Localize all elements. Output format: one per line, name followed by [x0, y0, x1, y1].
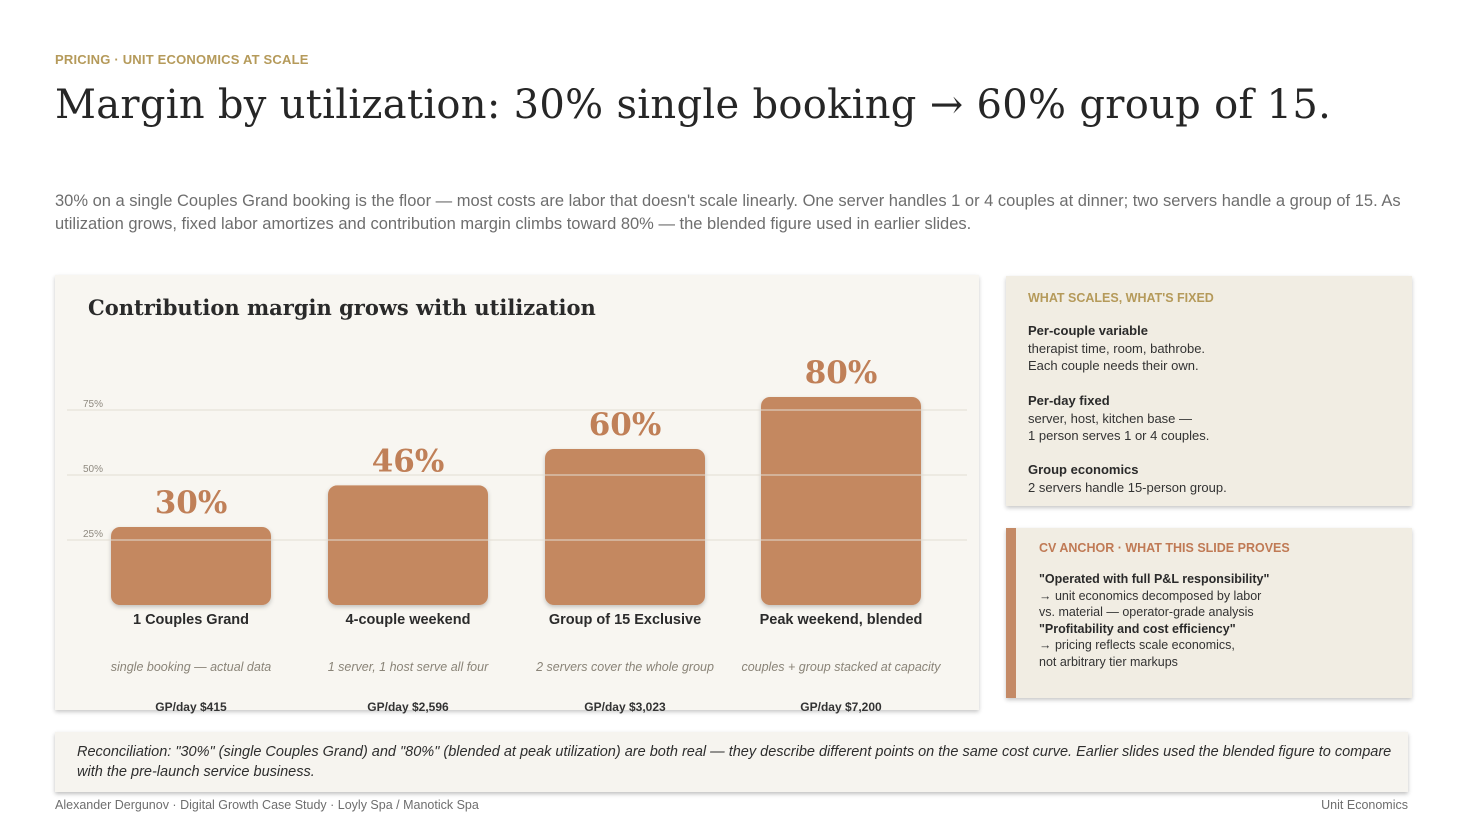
reconciliation-text: Reconciliation: "30%" (single Couples Gr… — [77, 744, 1392, 780]
block-line: Each couple needs their own. — [1028, 358, 1199, 373]
bar-gp-per-day: GP/day $415 — [155, 700, 227, 714]
bar-subtitle: single booking — actual data — [110, 660, 272, 674]
chart-title: Contribution margin grows with utilizati… — [88, 295, 596, 320]
block-title: Group economics — [1028, 462, 1139, 477]
anchor-quote: "Profitability and cost efficiency" — [1039, 621, 1236, 636]
y-tick-label: 25% — [83, 529, 103, 540]
reconciliation-note: Reconciliation: "30%" (single Couples Gr… — [55, 732, 1408, 792]
bar-category-label: Peak weekend, blended — [759, 612, 923, 628]
bar-value-label: 46% — [372, 443, 445, 479]
bar-value-label: 60% — [589, 407, 662, 443]
bar-value-label: 30% — [155, 485, 228, 521]
bar-subtitle: 2 servers cover the whole group — [536, 660, 714, 674]
per-day-fixed-block: Per-day fixed server, host, kitchen base… — [1028, 392, 1209, 445]
anchor-line: → pricing reflects scale economics, — [1039, 638, 1235, 653]
page-lede: 30% on a single Couples Grand booking is… — [55, 192, 1401, 233]
anchor-line: vs. material — operator-grade analysis — [1039, 605, 1254, 620]
bar-1 — [111, 527, 271, 605]
scales-fixed-card: WHAT SCALES, WHAT'S FIXED Per-couple var… — [1006, 276, 1412, 506]
anchor-quote: "Operated with full P&L responsibility" — [1039, 572, 1270, 586]
group-economics-block: Group economics 2 servers handle 15-pers… — [1028, 461, 1227, 496]
accent-bar — [1006, 528, 1016, 698]
bar-subtitle: 1 server, 1 host serve all four — [327, 660, 489, 674]
bar-category-label: 1 Couples Grand — [132, 612, 250, 628]
section-kicker: PRICING · UNIT ECONOMICS AT SCALE — [55, 52, 309, 67]
footer-section: Unit Economics — [1321, 798, 1408, 812]
anchor-line: → unit economics decomposed by labor — [1039, 588, 1262, 603]
bar-value-label: 80% — [805, 355, 878, 391]
block-line: 1 person serves 1 or 4 couples. — [1028, 428, 1210, 443]
y-tick-label: 50% — [83, 464, 103, 475]
block-line: 2 servers handle 15-person group. — [1028, 479, 1227, 495]
bar-2 — [328, 485, 488, 605]
bar-3 — [545, 449, 705, 605]
block-line: server, host, kitchen base — — [1028, 410, 1193, 426]
scales-fixed-heading: WHAT SCALES, WHAT'S FIXED — [1028, 291, 1214, 305]
bar-gp-per-day: GP/day $2,596 — [367, 700, 449, 714]
page-title: Margin by utilization: 30% single bookin… — [55, 82, 1332, 128]
bar-chart: 30% 46% 60% 80% 25% 50% 75% — [67, 355, 967, 605]
cv-anchor-card: CV ANCHOR · WHAT THIS SLIDE PROVES "Oper… — [1006, 528, 1412, 698]
block-title: Per-couple variable — [1028, 323, 1148, 338]
bar-category-label: Group of 15 Exclusive — [548, 612, 702, 628]
cv-anchor-body: "Operated with full P&L responsibility" … — [1039, 571, 1399, 671]
per-couple-variable-block: Per-couple variable therapist time, room… — [1028, 322, 1205, 375]
block-title: Per-day fixed — [1028, 393, 1110, 408]
y-tick-label: 75% — [83, 399, 103, 410]
bar-gp-per-day: GP/day $3,023 — [584, 700, 666, 714]
cv-anchor-heading: CV ANCHOR · WHAT THIS SLIDE PROVES — [1039, 541, 1290, 555]
bar-subtitle: couples + group stacked at capacity — [741, 660, 941, 674]
block-line: therapist time, room, bathrobe. — [1028, 340, 1206, 356]
footer-credit: Alexander Dergunov · Digital Growth Case… — [55, 798, 479, 812]
bar-gp-per-day: GP/day $7,200 — [800, 700, 882, 714]
anchor-line: not arbitrary tier markups — [1039, 654, 1178, 669]
chart-card: Contribution margin grows with utilizati… — [55, 275, 979, 714]
bar-4 — [761, 397, 921, 605]
bar-category-label: 4-couple weekend — [345, 612, 471, 628]
